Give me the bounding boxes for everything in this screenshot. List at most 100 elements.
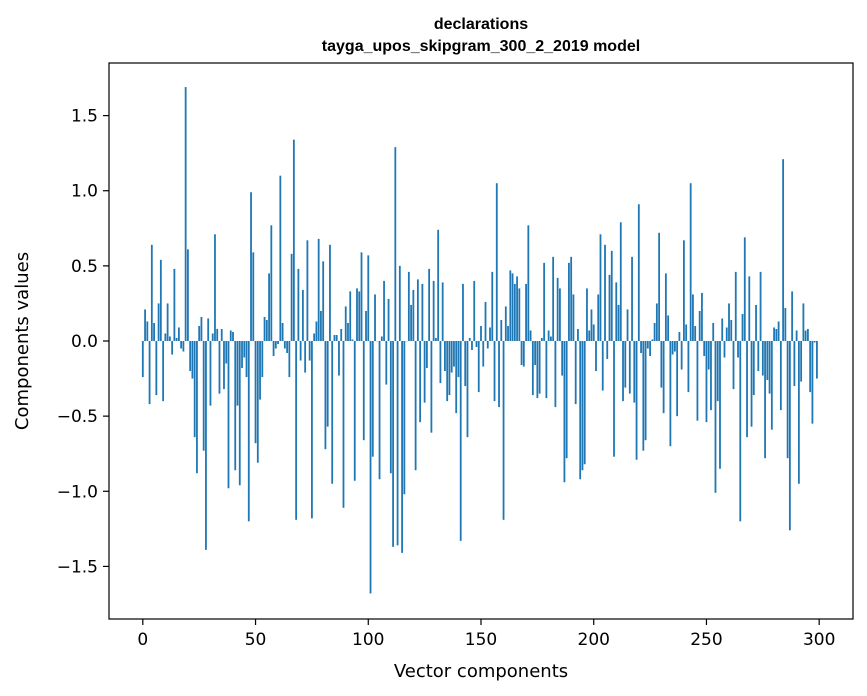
bar-256 [719, 341, 721, 469]
bar-48 [250, 192, 252, 341]
x-axis-label: Vector components [394, 661, 568, 682]
bar-236 [673, 341, 676, 352]
bar-225 [649, 341, 651, 357]
bars [141, 87, 818, 594]
bar-166 [516, 276, 518, 341]
bar-240 [683, 240, 685, 341]
bar-161 [504, 306, 507, 341]
bar-31 [211, 333, 214, 341]
bar-62 [281, 322, 284, 341]
bar-30 [209, 341, 212, 406]
bar-178 [543, 262, 546, 341]
bar-267 [743, 237, 746, 341]
y-axis: −1.5 −1.0 −0.5 0.0 0.5 1.0 1.5 [57, 107, 109, 577]
bar-271 [752, 341, 755, 396]
bar-281 [775, 328, 778, 341]
bar-137 [450, 341, 453, 373]
bar-8 [159, 259, 162, 341]
bar-127 [428, 268, 431, 341]
bar-183 [554, 341, 557, 408]
x-tick-label: 100 [352, 630, 384, 650]
bar-193 [577, 328, 579, 341]
bar-226 [651, 339, 654, 341]
bar-63 [283, 341, 286, 349]
bar-40 [232, 331, 234, 341]
bar-2 [146, 321, 149, 341]
bar-263 [734, 271, 737, 341]
bar-173 [531, 341, 534, 396]
bar-189 [568, 262, 570, 341]
bar-57 [270, 225, 273, 341]
bar-295 [807, 328, 809, 341]
bar-285 [784, 307, 787, 341]
bar-81 [324, 341, 327, 450]
bar-43 [238, 341, 241, 486]
y-tick-label: 0.0 [71, 332, 98, 352]
bar-3 [148, 341, 151, 405]
bar-9 [162, 341, 165, 402]
chart-subtitle: tayga_upos_skipgram_300_2_2019 model [322, 38, 640, 55]
bar-151 [482, 341, 485, 367]
bar-154 [489, 327, 491, 341]
y-tick-label: 1.5 [71, 107, 98, 127]
bar-299 [816, 341, 818, 379]
bar-286 [786, 341, 789, 459]
bar-13 [171, 341, 174, 355]
bar-58 [272, 341, 275, 357]
bar-39 [229, 330, 232, 341]
bar-249 [703, 341, 706, 357]
bar-89 [342, 341, 345, 508]
bar-265 [739, 341, 742, 522]
bar-26 [200, 316, 203, 341]
x-tick-label: 150 [465, 630, 497, 650]
bar-254 [714, 341, 717, 493]
bar-202 [597, 294, 600, 341]
bar-181 [549, 336, 552, 341]
bar-220 [637, 204, 640, 341]
bar-190 [570, 256, 573, 341]
bar-208 [610, 250, 613, 341]
y-axis-label: Components values [12, 252, 33, 430]
bar-245 [694, 325, 697, 341]
bar-228 [655, 303, 658, 341]
bar-34 [218, 341, 221, 394]
bar-68 [295, 341, 298, 520]
bar-201 [595, 341, 597, 372]
x-tick-label: 300 [803, 630, 835, 650]
bar-143 [464, 341, 467, 387]
bar-176 [538, 341, 541, 394]
bar-298 [813, 341, 816, 343]
bar-186 [561, 341, 564, 376]
bar-45 [243, 341, 246, 358]
bar-141 [459, 341, 462, 541]
bar-73 [306, 240, 309, 341]
bar-276 [764, 341, 766, 459]
bar-273 [757, 341, 760, 372]
bar-111 [392, 341, 394, 547]
bar-270 [750, 341, 753, 427]
bar-239 [680, 341, 683, 370]
bar-268 [746, 341, 748, 438]
bar-255 [716, 341, 719, 402]
bar-23 [193, 341, 196, 438]
bar-44 [241, 341, 243, 369]
bar-83 [329, 244, 331, 341]
bar-206 [606, 341, 609, 360]
x-tick-label: 200 [578, 630, 610, 650]
bar-55 [265, 319, 268, 341]
bar-70 [299, 341, 302, 361]
bar-136 [448, 341, 451, 396]
bar-168 [520, 341, 523, 366]
bar-182 [552, 256, 555, 341]
bar-238 [678, 331, 681, 341]
bar-213 [622, 341, 624, 402]
bar-211 [617, 304, 620, 341]
bar-22 [191, 341, 194, 379]
bar-4 [150, 244, 153, 341]
bar-187 [563, 341, 566, 483]
bar-14 [173, 268, 176, 341]
bar-87 [338, 341, 340, 376]
bar-291 [797, 341, 800, 484]
bar-184 [556, 277, 559, 341]
